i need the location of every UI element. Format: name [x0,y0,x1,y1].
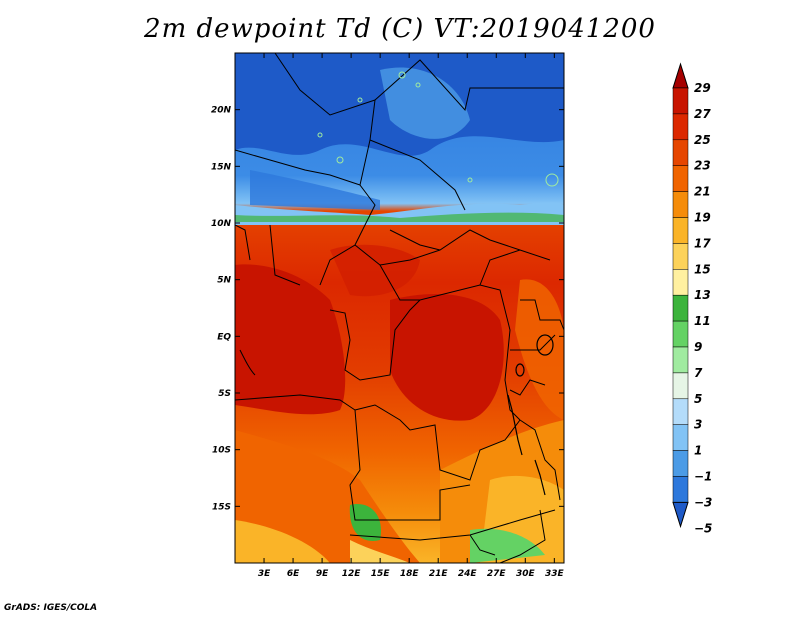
lat-tick-label: 10S [212,446,231,456]
lon-tick-label: 24E [458,569,478,579]
map-field [235,53,564,563]
lon-tick-label: 27E [487,569,507,579]
colorbar-label: 21 [694,185,711,199]
colorbar-swatch [672,139,689,166]
grads-credit: GrADS: IGES/COLA [4,603,98,613]
lat-tick-label: EQ [217,332,231,342]
colorbar-swatch [672,87,689,115]
lon-tick-label: 30E [516,569,536,579]
colorbar-label: 29 [694,81,711,95]
lat-tick-label: 10N [211,219,232,229]
colorbar-swatch [672,372,689,400]
lon-tick-label: 9E [316,569,329,579]
colorbar-label: −5 [694,521,712,535]
colorbar-swatch [672,243,689,270]
lon-tick-label: 21E [429,569,449,579]
lat-tick-label: 15S [212,502,231,512]
colorbar-label: 25 [694,133,711,147]
colorbar-swatch [672,346,689,374]
colorbar-label: 1 [694,444,702,458]
lon-tick-label: 3E [258,569,271,579]
colorbar-label: −1 [694,470,712,484]
colorbar-label: 3 [694,418,702,432]
colorbar-label: 23 [694,159,711,173]
colorbar-swatch [672,294,689,322]
colorbar-swatch [672,398,689,425]
lon-tick-label: 15E [371,569,391,579]
colorbar-label: 17 [694,236,711,250]
colorbar-label: 13 [694,288,711,302]
colorbar-label: 7 [694,366,703,380]
colorbar-top-arrow [672,62,689,89]
lon-tick-label: 33E [545,569,565,579]
colorbar-swatch [672,191,689,218]
colorbar-swatch [672,476,689,503]
lon-tick-label: 6E [287,569,300,579]
colorbar-swatch [672,320,689,348]
lon-tick-label: 12E [342,569,362,579]
lat-tick-label: 20N [211,106,232,116]
lat-tick-label: 15N [211,162,232,172]
colorbar-label: 15 [694,262,711,276]
colorbar-label: −3 [694,495,712,509]
colorbar-bottom-arrow [672,501,689,529]
colorbar-swatch [672,217,689,244]
colorbar-swatch [672,450,689,477]
colorbar-swatch [672,113,689,141]
longitude-axis: 3E 6E 9E 12E 15E 18E 21E 24E 27E 30E 33E [258,53,565,579]
colorbar-label: 19 [694,211,711,225]
colorbar: 29 27 25 23 21 19 17 15 13 11 9 7 5 3 1 −1 −3 −5 [672,62,712,535]
latitude-axis: 20N 15N 10N 5N EQ 5S 10S 15S [211,106,564,512]
lon-tick-label: 18E [400,569,420,579]
colorbar-label: 11 [694,314,711,328]
colorbar-swatch [672,165,689,192]
colorbar-swatch [672,269,689,296]
colorbar-label: 5 [694,392,702,406]
lat-tick-label: 5N [217,276,231,286]
colorbar-label: 9 [694,340,702,354]
colorbar-swatch [672,424,689,451]
lat-tick-label: 5S [218,389,231,399]
plot-frame [234,52,565,564]
colorbar-label: 27 [694,107,711,121]
map-title: 2m dewpoint Td (C) VT:2019041200 [144,14,656,44]
